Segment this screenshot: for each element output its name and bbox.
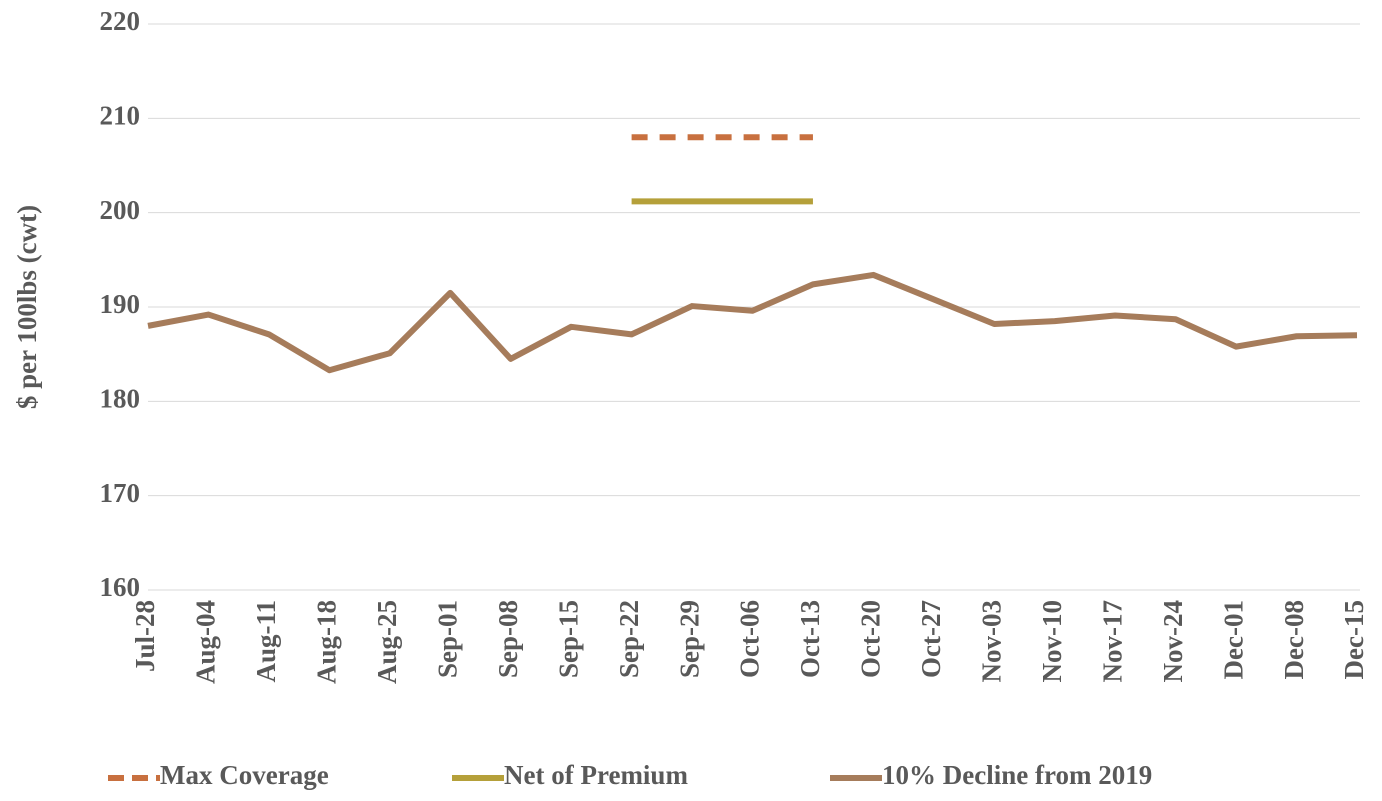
y-axis-title: $ per 100lbs (cwt) [12, 205, 42, 409]
x-tick-label: Sep-15 [553, 600, 583, 678]
x-tick-label: Oct-27 [916, 600, 946, 678]
x-tick-label: Nov-17 [1097, 600, 1127, 683]
y-tick-label: 220 [100, 6, 141, 36]
x-tick-label: Nov-24 [1158, 600, 1188, 683]
x-tick-label: Dec-15 [1339, 600, 1369, 679]
x-tick-label: Sep-22 [614, 600, 644, 678]
y-tick-label: 210 [100, 101, 141, 131]
x-tick-label: Dec-01 [1218, 600, 1248, 679]
x-tick-label: Sep-08 [493, 600, 523, 678]
y-tick-label: 200 [100, 195, 141, 225]
x-tick-label: Sep-29 [674, 600, 704, 678]
x-tick-label: Aug-25 [372, 600, 402, 684]
legend-label: 10% Decline from 2019 [882, 760, 1152, 790]
y-tick-label: 190 [100, 289, 141, 319]
y-tick-label: 170 [100, 478, 141, 508]
y-tick-label: 180 [100, 384, 141, 414]
x-tick-label: Nov-10 [1037, 600, 1067, 683]
series-line [147, 271, 1358, 374]
x-tick-label: Aug-11 [251, 600, 281, 683]
x-tick-label: Aug-04 [191, 600, 221, 684]
x-tick-label: Jul-28 [130, 600, 160, 672]
x-tick-label: Sep-01 [432, 600, 462, 678]
legend-label: Max Coverage [160, 760, 329, 790]
y-tick-label: 160 [100, 572, 141, 602]
legend-label: Net of Premium [504, 760, 688, 790]
x-tick-label: Oct-06 [735, 600, 765, 678]
x-tick-label: Aug-18 [312, 600, 342, 684]
x-tick-label: Oct-13 [795, 600, 825, 678]
x-tick-label: Nov-03 [977, 600, 1007, 683]
x-tick-label: Dec-08 [1279, 600, 1309, 679]
x-tick-label: Oct-20 [856, 600, 886, 678]
